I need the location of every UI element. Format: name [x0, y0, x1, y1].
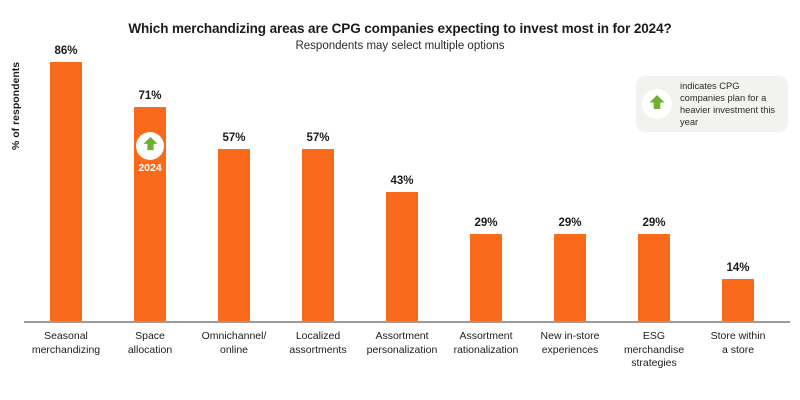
bar-value-label: 29% [558, 217, 582, 229]
title-block: Which merchandizing areas are CPG compan… [0, 20, 800, 54]
x-axis-label-line: New in-store [540, 330, 600, 342]
x-axis-label-line: Assortment [375, 330, 429, 342]
x-axis-label: New in-store experiences [525, 330, 615, 357]
x-axis-label: Assortment rationalization [441, 330, 531, 357]
x-axis-label-line: merchandizing [31, 343, 101, 356]
bar [722, 279, 754, 321]
bar-value-label: 57% [306, 132, 330, 144]
x-axis-label: ESG merchandise strategies [609, 330, 699, 371]
bar-value-label: 29% [642, 217, 666, 229]
x-axis-label-line: Assortment [459, 330, 513, 342]
bar-group: 86% [24, 45, 108, 321]
bar [218, 149, 250, 321]
x-axis-label-line: online [219, 343, 249, 356]
bar-group: 43% [360, 50, 444, 321]
x-axis-label: Localized assortments [273, 330, 363, 357]
bar-value-label: 43% [390, 175, 414, 187]
x-axis-label: Seasonal merchandizing [21, 330, 111, 357]
bar [470, 234, 502, 321]
plot-area: 86% 71% 2024 57% 57% 43% 29% 29% 29% 14% [24, 45, 790, 323]
x-axis-label-line: Seasonal [44, 330, 88, 342]
x-axis-label-line: Space [135, 330, 165, 342]
bar-value-label: 14% [726, 262, 750, 274]
x-axis-label: Omnichannel/online [189, 330, 279, 357]
y-axis-label: % of respondents [10, 61, 22, 150]
bar [638, 234, 670, 321]
x-axis-label-line: allocation [127, 343, 173, 356]
chart-subtitle: Respondents may select multiple options [295, 40, 505, 52]
annotation-year-label: 2024 [138, 162, 162, 174]
bar-value-label: 57% [222, 132, 246, 144]
bar-group: 29% [528, 50, 612, 321]
x-axis-label: Space allocation [105, 330, 195, 357]
bar-value-label: 29% [474, 217, 498, 229]
up-arrow-icon [142, 135, 159, 157]
x-axis-label-line: personalization [366, 343, 438, 356]
x-axis-category-labels: Seasonal merchandizing Space allocation Omni… [24, 330, 790, 390]
bar [302, 149, 334, 321]
x-axis-label-line: a store [721, 343, 755, 356]
bar-value-label: 86% [54, 45, 78, 57]
bar [50, 62, 82, 321]
x-axis-label: Assortment personalization [357, 330, 447, 357]
bar-value-label: 71% [138, 90, 162, 102]
bar-group: 57% [276, 50, 360, 321]
bar-group: 71% 2024 [108, 50, 192, 321]
bar [386, 192, 418, 321]
up-arrow-icon [648, 93, 666, 116]
bar-group: 57% [192, 50, 276, 321]
x-axis-label-line: Store within [710, 330, 766, 342]
annotation-badge [136, 132, 164, 160]
bar-group: 14% [696, 50, 780, 321]
x-axis-label-line: Omnichannel/ [201, 330, 267, 342]
x-axis-line [24, 321, 790, 323]
legend-badge [642, 89, 672, 119]
bar [554, 234, 586, 321]
legend: indicates CPG companies plan for a heavi… [636, 76, 788, 132]
bar-group: 29% [444, 50, 528, 321]
x-axis-label-line: experiences [541, 343, 599, 356]
chart-title: Which merchandizing areas are CPG compan… [128, 21, 672, 36]
x-axis-label-line: Localized [295, 330, 341, 342]
bar-annotation: 2024 [134, 132, 166, 175]
legend-text: indicates CPG companies plan for a heavi… [680, 80, 776, 128]
x-axis-label-line: rationalization [453, 343, 519, 356]
x-axis-label: Store within a store [693, 330, 783, 357]
x-axis-label-line: ESG [642, 330, 666, 342]
x-axis-label-line: merchandise [623, 343, 685, 356]
x-axis-label-line: assortments [289, 343, 347, 356]
x-axis-label-line: strategies [631, 357, 677, 369]
bar-group: 29% [612, 50, 696, 321]
